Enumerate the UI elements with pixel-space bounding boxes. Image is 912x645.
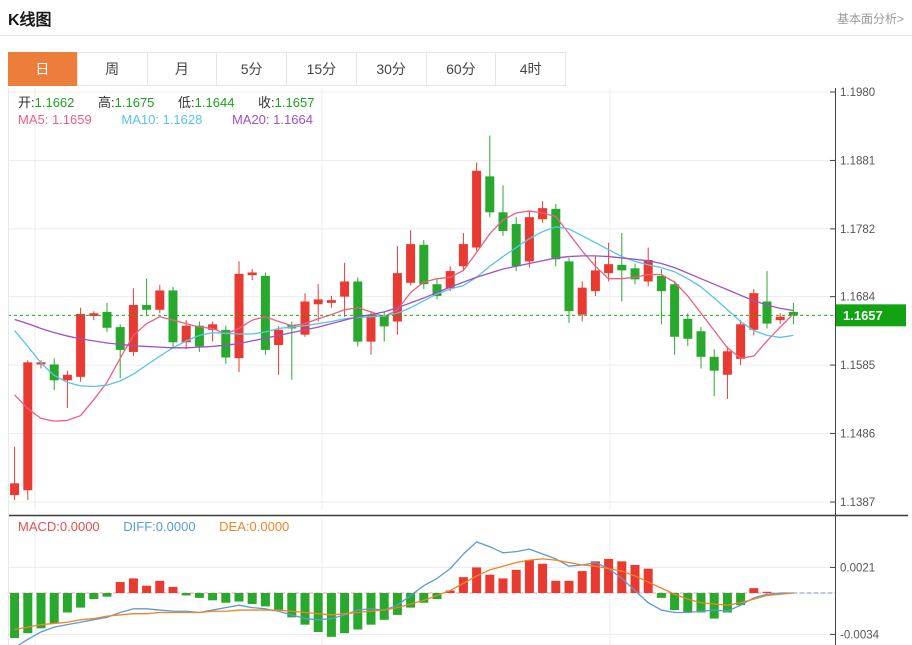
- ohlc-legend: 开:1.1662 高:1.1675 低:1.1644 收:1.1657: [18, 92, 314, 111]
- tab-30min[interactable]: 30分: [357, 53, 427, 85]
- dea-label: DEA:: [219, 519, 250, 534]
- tab-4hour[interactable]: 4时: [519, 61, 542, 77]
- tab-day[interactable]: 日: [8, 52, 78, 86]
- tab-60min[interactable]: 60分: [427, 53, 497, 85]
- svg-text:1.1881: 1.1881: [840, 155, 875, 167]
- dea-value: 0.0000: [249, 519, 290, 534]
- tab-week[interactable]: 周: [78, 53, 148, 85]
- ma20-value: 1.1664: [273, 112, 313, 127]
- ma-legend: MA5: 1.1659 MA10: 1.1628 MA20: 1.1664: [18, 112, 313, 127]
- ma5-value: 1.1659: [51, 112, 92, 127]
- ma10-label: MA10:: [121, 112, 159, 127]
- tab-month[interactable]: 月: [148, 53, 218, 85]
- svg-text:1.1782: 1.1782: [840, 224, 875, 236]
- ma20-label: MA20:: [231, 112, 270, 127]
- diff-label: DIFF:: [123, 519, 156, 534]
- period-tabs: 日 周 月 5分 15分 30分 60分 4时: [8, 52, 566, 86]
- macd-value: 0.0000: [59, 519, 100, 534]
- low-value: 1.1644: [194, 95, 235, 110]
- svg-text:1.1585: 1.1585: [840, 360, 875, 372]
- close-label: 收:: [258, 95, 275, 110]
- tab-5min[interactable]: 5分: [217, 53, 287, 85]
- macd-legend: MACD:0.0000 DIFF:0.0000 DEA:0.0000: [18, 519, 289, 534]
- ma5-label: MA5:: [18, 112, 49, 127]
- high-label: 高:: [98, 95, 115, 110]
- svg-text:1.1657: 1.1657: [843, 308, 883, 323]
- tab-15min[interactable]: 15分: [287, 53, 357, 85]
- svg-text:1.1486: 1.1486: [840, 429, 875, 441]
- diff-value: 0.0000: [155, 519, 196, 534]
- svg-text:0.0021: 0.0021: [840, 562, 875, 574]
- svg-text:1.1980: 1.1980: [840, 87, 875, 99]
- macd-label: MACD:: [18, 519, 60, 534]
- svg-text:1.1387: 1.1387: [840, 497, 875, 509]
- close-value: 1.1657: [274, 95, 315, 110]
- fundamental-analysis-link[interactable]: 基本面分析>: [836, 12, 904, 26]
- page-title: K线图: [8, 12, 52, 29]
- low-label: 低:: [178, 95, 195, 110]
- high-value: 1.1675: [114, 95, 155, 110]
- open-value: 1.1662: [34, 95, 75, 110]
- svg-text:-0.0034: -0.0034: [840, 629, 880, 641]
- svg-text:1.1684: 1.1684: [840, 292, 876, 304]
- open-label: 开:: [18, 95, 35, 110]
- ma10-value: 1.1628: [162, 112, 203, 127]
- header-divider: [0, 35, 912, 36]
